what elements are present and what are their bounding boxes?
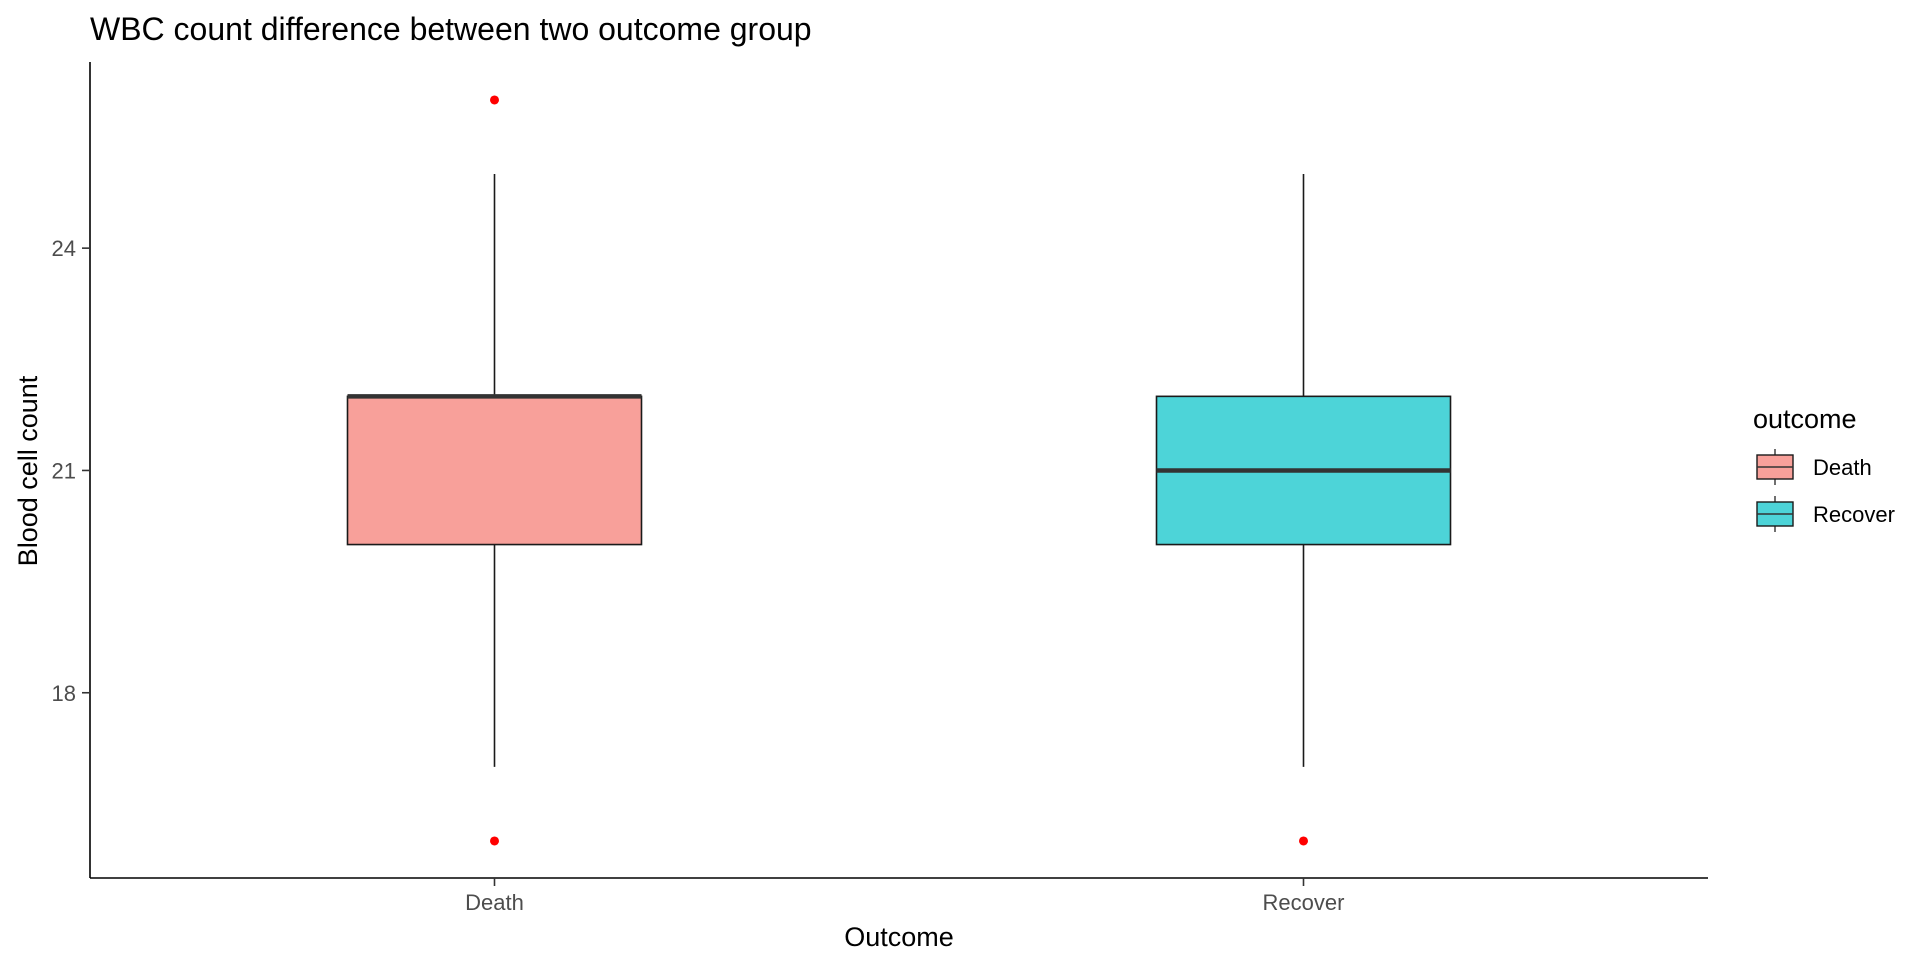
box-death: [346, 95, 643, 846]
outlier-point: [1299, 836, 1308, 846]
outlier-point: [490, 836, 499, 846]
legend-label: Recover: [1813, 502, 1895, 527]
outlier-point: [490, 95, 499, 105]
y-tick-label: 24: [52, 236, 76, 261]
y-axis-title: Blood cell count: [13, 375, 43, 566]
x-axis-ticks: Death Recover: [465, 878, 1344, 915]
chart-title: WBC count difference between two outcome…: [90, 11, 812, 47]
plot-area: [346, 95, 1452, 846]
legend: outcome Death Recover: [1753, 404, 1895, 532]
box-recover: [1155, 174, 1452, 846]
x-tick-label: Recover: [1263, 890, 1345, 915]
box-iqr: [346, 395, 643, 546]
legend-item-death: Death: [1756, 449, 1872, 485]
legend-title: outcome: [1753, 404, 1857, 434]
y-tick-label: 18: [52, 681, 76, 706]
x-tick-label: Death: [465, 890, 524, 915]
legend-item-recover: Recover: [1756, 496, 1895, 532]
legend-items: Death Recover: [1756, 449, 1895, 532]
legend-label: Death: [1813, 455, 1872, 480]
y-axis-ticks: 18 21 24: [52, 236, 90, 706]
x-axis-title: Outcome: [844, 922, 954, 952]
y-tick-label: 21: [52, 458, 76, 483]
